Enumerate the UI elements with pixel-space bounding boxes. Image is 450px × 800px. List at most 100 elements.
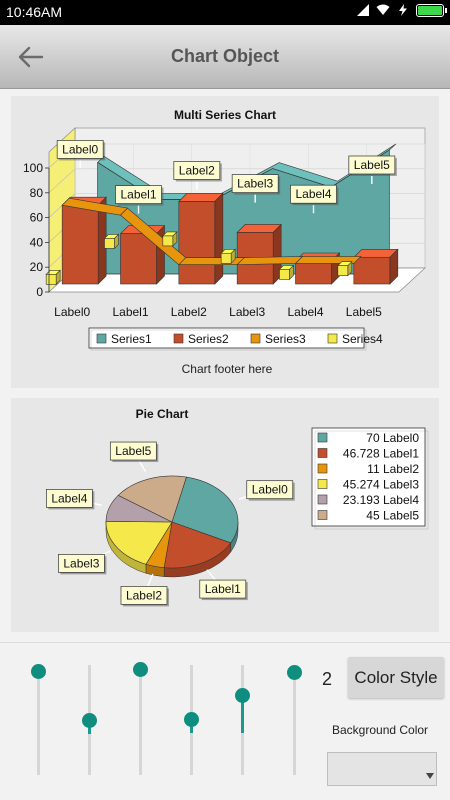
- x-tick-label: Label5: [346, 305, 382, 319]
- value-readout: 2: [322, 669, 333, 689]
- slider-track: [293, 665, 296, 775]
- dropdown-caret-icon: [426, 773, 434, 779]
- pie-labels: Label0 Label1 Label2 Label3 Label4 Label5: [46, 441, 295, 607]
- vertical-slider-1[interactable]: [28, 663, 48, 775]
- battery-icon: [416, 3, 447, 17]
- series4-point: [337, 260, 353, 277]
- series2-bar: [353, 248, 399, 285]
- svg-text:Label2: Label2: [179, 163, 215, 177]
- slider-thumb[interactable]: [287, 664, 302, 680]
- svg-text:70 Label0: 70 Label0: [366, 431, 419, 445]
- svg-text:45 Label5: 45 Label5: [366, 509, 419, 523]
- point-label: Label2: [173, 161, 222, 190]
- x-tick-label: Label0: [54, 305, 90, 319]
- back-arrow-icon[interactable]: [16, 43, 46, 71]
- legend-item: Series2: [173, 332, 229, 346]
- svg-text:Label0: Label0: [252, 483, 288, 497]
- pie-legend-item: 45 Label5: [317, 509, 419, 523]
- pie-legend-item: 11 Label2: [317, 462, 419, 476]
- background-color-select[interactable]: [327, 752, 437, 786]
- svg-text:Label1: Label1: [120, 188, 156, 202]
- series2-bar: [236, 223, 282, 285]
- series4-point: [162, 231, 178, 247]
- svg-text:Series1: Series1: [111, 332, 152, 346]
- point-labels: Label0 Label1 Label2 Label3 Label4 Label5: [56, 140, 397, 214]
- point-label: Label1: [115, 185, 164, 214]
- x-axis-ticks: Label0 Label1 Label2 Label3 Label4 Label5: [54, 305, 382, 319]
- multi-series-chart-panel: Multi Series Chart 0 20 40 60 80 100 Label0 La…: [11, 96, 439, 388]
- legend-item: Series4: [327, 332, 383, 346]
- pie-legend-item: 70 Label0: [317, 431, 419, 445]
- chart-title: Multi Series Chart: [174, 108, 276, 122]
- series4-point: [278, 264, 295, 281]
- vertical-slider-4[interactable]: [181, 665, 201, 775]
- x-tick-label: Label1: [112, 305, 148, 319]
- svg-text:Label1: Label1: [205, 582, 241, 596]
- chart-footer: Chart footer here: [182, 362, 273, 376]
- series4-point: [220, 248, 236, 265]
- series2-bar: [178, 192, 224, 285]
- point-label: Label5: [348, 155, 397, 184]
- series3-line-segment: [236, 256, 304, 266]
- pie-label: Label5: [109, 441, 159, 472]
- vertical-slider-2[interactable]: [79, 665, 99, 775]
- wifi-icon: [376, 4, 390, 15]
- pie-chart-panel: Pie Chart Label0 Label1 Label2 Label3 Label4…: [11, 398, 439, 632]
- pie-legend-item: 45.274 Label3: [317, 478, 419, 492]
- app-bar: Chart Object: [0, 25, 450, 89]
- point-label: Label4: [290, 184, 339, 214]
- vertical-slider-3[interactable]: [130, 662, 150, 775]
- vertical-slider-6[interactable]: [284, 664, 304, 775]
- series4-point: [103, 233, 120, 250]
- point-label: Label3: [231, 174, 281, 203]
- svg-text:Label5: Label5: [354, 158, 390, 172]
- x-tick-label: Label2: [171, 305, 207, 319]
- svg-text:Label4: Label4: [51, 491, 87, 505]
- slider-thumb[interactable]: [184, 711, 199, 727]
- pie-slice: [105, 521, 173, 565]
- pie-chart: Pie Chart Label0 Label1 Label2 Label3 Label4…: [46, 407, 429, 607]
- y-tick-label: 60: [30, 211, 44, 225]
- legend-item: Series3: [250, 332, 306, 346]
- svg-text:Series3: Series3: [265, 332, 306, 346]
- slider-active-track: [241, 694, 244, 734]
- series4-points: [45, 231, 353, 286]
- chart-legend: Series1 Series2 Series3 Series4: [88, 327, 383, 351]
- series2-bars: [61, 192, 399, 285]
- svg-text:Series4: Series4: [342, 332, 383, 346]
- legend-item: Series1: [96, 332, 152, 346]
- x-tick-label: Label4: [287, 305, 323, 319]
- y-tick-label: 20: [30, 260, 44, 274]
- vertical-slider-5[interactable]: [232, 665, 252, 775]
- pie-slice: [171, 476, 239, 544]
- pie-chart-title: Pie Chart: [136, 407, 189, 421]
- svg-text:45.274 Label3: 45.274 Label3: [343, 478, 419, 492]
- pie-slice: [163, 521, 232, 569]
- color-style-button[interactable]: Color Style: [348, 657, 444, 698]
- pie-label: Label0: [238, 480, 295, 501]
- y-tick-label: 40: [30, 235, 44, 249]
- y-tick-label: 80: [30, 186, 44, 200]
- slider-thumb[interactable]: [82, 713, 97, 728]
- y-tick-label: 0: [36, 285, 43, 299]
- svg-text:Label3: Label3: [237, 177, 273, 191]
- slider-thumb[interactable]: [235, 687, 250, 703]
- page-title: Chart Object: [170, 46, 280, 66]
- slider-thumb[interactable]: [133, 662, 148, 678]
- svg-text:Label0: Label0: [62, 142, 98, 156]
- pie-depth: [105, 521, 239, 578]
- status-bar: 10:46AM: [0, 0, 450, 25]
- svg-text:Label2: Label2: [126, 588, 162, 602]
- svg-text:Label5: Label5: [115, 444, 151, 458]
- slider-track: [139, 665, 142, 775]
- background-color-label: Background Color: [332, 723, 429, 737]
- pie-slices: [105, 475, 239, 569]
- charging-icon: [399, 4, 407, 16]
- slider-track: [37, 665, 40, 775]
- pie-label: Label1: [199, 569, 248, 601]
- pie-legend-item: 23.193 Label4: [317, 493, 419, 507]
- pie-legend-item: 46.728 Label1: [317, 447, 419, 461]
- slider-thumb[interactable]: [31, 663, 46, 679]
